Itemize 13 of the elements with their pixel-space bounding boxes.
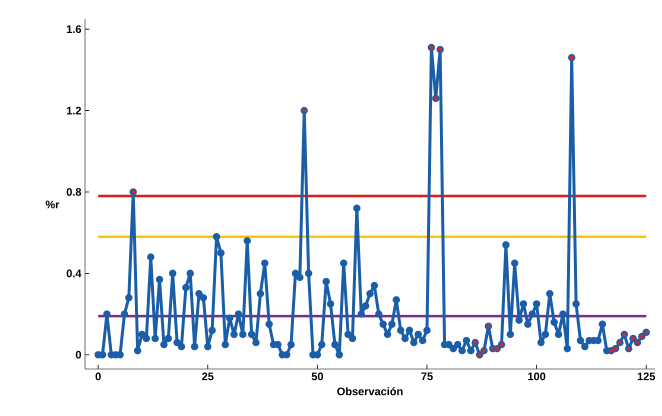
y-tick-label: 0.8 [66,188,82,196]
y-tick-label: 0 [76,350,82,359]
x-tick-label: 0 [96,372,101,380]
y-tick-label: 1.6 [66,25,82,34]
x-tick-label: 75 [421,372,433,380]
x-tick-label: 25 [202,372,214,380]
y-tick-label: 0.4 [66,269,82,278]
y-tick-label: 1.2 [66,106,82,114]
x-axis-title: Observación [337,387,403,396]
x-tick-label: 50 [312,372,324,380]
x-tick-label: 125 [638,372,656,380]
x-tick-label: 100 [528,372,546,380]
y-axis-title: %r [46,200,60,208]
